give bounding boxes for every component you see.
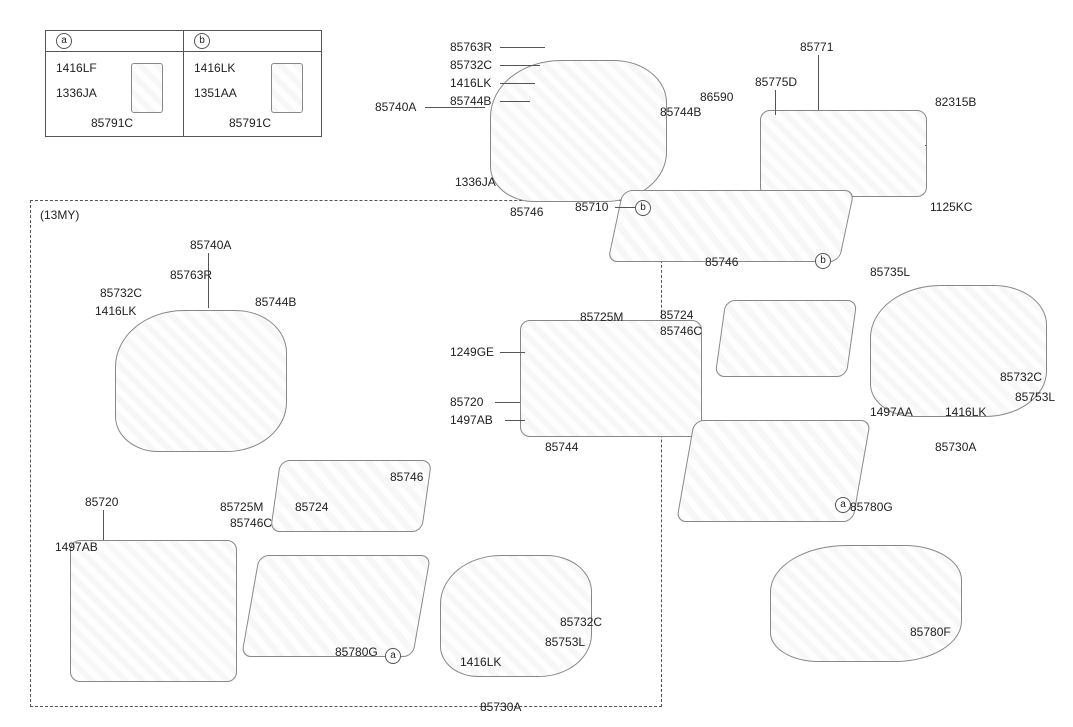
ld-85775D	[775, 90, 776, 115]
l-13-85746C: 85746C	[230, 516, 272, 530]
l-1416LK-r: 1416LK	[945, 405, 986, 419]
l-13-85753L: 85753L	[545, 635, 585, 649]
part-13my-trim-lh	[115, 310, 287, 452]
l-13-85732C: 85732C	[100, 286, 142, 300]
ref-a-icon: a	[56, 33, 72, 49]
ref-a-3: 85791C	[91, 116, 133, 130]
l-85735L: 85735L	[870, 265, 910, 279]
ref-circle-b2: b	[815, 253, 831, 269]
l-85744B: 85744B	[450, 94, 491, 108]
l-85720: 85720	[450, 395, 483, 409]
ld-85732C	[500, 65, 540, 66]
l-85780G: 85780G	[850, 500, 893, 514]
l-13-85730A: 85730A	[480, 700, 521, 714]
l-13-85725M: 85725M	[220, 500, 263, 514]
ref-a-1: 1416LF	[56, 61, 97, 75]
ref-b-2: 1351AA	[194, 86, 237, 100]
l-85710: 85710	[575, 200, 608, 214]
ref-b-icon: b	[194, 33, 210, 49]
bracket-b-sketch	[271, 63, 303, 113]
l-13-85740A: 85740A	[190, 238, 231, 252]
l-1497AA: 1497AA	[870, 405, 913, 419]
l-13-85763R: 85763R	[170, 268, 212, 282]
l-85724: 85724	[660, 308, 693, 322]
ld-1249GE	[500, 352, 525, 353]
l-1336JA: 1336JA	[455, 175, 496, 189]
l-13-1416LK: 1416LK	[460, 655, 501, 669]
ld-85763R	[500, 47, 545, 48]
l-85746b: 85746	[705, 255, 738, 269]
reference-box: a b 1416LF 1336JA 85791C 1416LK 1351AA 8…	[45, 30, 322, 137]
l-85763R: 85763R	[450, 40, 492, 54]
ref-circle-a2: a	[385, 648, 401, 664]
l-85730A: 85730A	[935, 440, 976, 454]
ref-b-1: 1416LK	[194, 61, 235, 75]
ref-b-3: 85791C	[229, 116, 271, 130]
l-1249GE: 1249GE	[450, 345, 494, 359]
l-13-85724: 85724	[295, 500, 328, 514]
l-13-85746: 85746	[390, 470, 423, 484]
part-spare-box	[770, 545, 962, 662]
part-cover-a	[715, 300, 858, 377]
l-85744B-r: 85744B	[660, 105, 701, 119]
l-85771: 85771	[800, 40, 833, 54]
ld-85744B	[500, 101, 530, 102]
ref-a-2: 1336JA	[56, 86, 97, 100]
ld-82315B	[925, 145, 926, 146]
ref-circle-b1: b	[635, 200, 651, 216]
l-13-85780G: 85780G	[335, 645, 378, 659]
l-13-1416LK: 1416LK	[95, 304, 136, 318]
part-13my-tray	[241, 555, 431, 657]
l-86590: 86590	[700, 90, 733, 104]
l-13-85720: 85720	[85, 495, 118, 509]
l-85725M: 85725M	[580, 310, 623, 324]
l-85775D: 85775D	[755, 75, 797, 89]
ld-85771	[818, 55, 819, 110]
l-85732C-r: 85732C	[1000, 370, 1042, 384]
ld-1416LK	[500, 83, 535, 84]
l-85753L: 85753L	[1015, 390, 1055, 404]
l-85740A: 85740A	[375, 100, 416, 114]
l-85746C: 85746C	[660, 324, 702, 338]
l-82315B: 82315B	[935, 95, 976, 109]
l-85746: 85746	[510, 205, 543, 219]
l-13-85732C: 85732C	[560, 615, 602, 629]
l-13-1497AB: 1497AB	[55, 540, 98, 554]
part-13my-partition	[70, 540, 237, 682]
variant-13my-title: (13MY)	[40, 208, 79, 222]
l-85744: 85744	[545, 440, 578, 454]
l-85780F: 85780F	[910, 625, 951, 639]
ld-1497AB	[505, 420, 525, 421]
l-13-85744B: 85744B	[255, 295, 296, 309]
part-back-panel	[760, 110, 927, 197]
ld-85710	[615, 207, 635, 208]
ld-85720	[495, 402, 520, 403]
l-1125KC: 1125KC	[930, 200, 972, 214]
ld-85740A	[425, 107, 485, 108]
l-85732C: 85732C	[450, 58, 492, 72]
ld-13-85720	[103, 510, 104, 540]
l-1416LK: 1416LK	[450, 76, 491, 90]
l-1497AB: 1497AB	[450, 413, 493, 427]
bracket-a-sketch	[131, 63, 163, 113]
ref-circle-a1: a	[835, 497, 851, 513]
part-trim-lh-upper	[490, 60, 667, 202]
